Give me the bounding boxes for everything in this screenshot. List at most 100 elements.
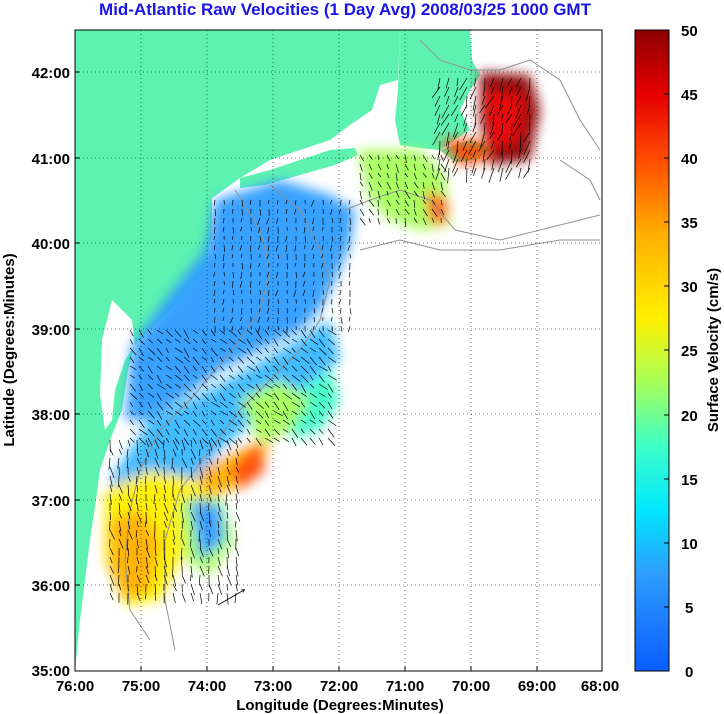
velocity-arrow — [482, 149, 486, 163]
velocity-arrow — [181, 538, 185, 546]
velocity-arrow — [291, 383, 298, 391]
velocity-arrow — [255, 401, 264, 409]
velocity-arrow — [300, 437, 308, 446]
velocity-arrow — [386, 190, 389, 196]
velocity-arrow — [109, 475, 113, 487]
velocity-arrow — [267, 244, 270, 252]
velocity-arrow — [217, 448, 222, 456]
velocity-arrow — [174, 347, 183, 353]
velocity-arrow — [440, 208, 445, 216]
velocity-arrow — [286, 280, 289, 286]
velocity-arrow — [138, 329, 144, 338]
velocity-arrow — [174, 401, 183, 408]
lon-tick-label: 76:00 — [56, 678, 94, 695]
velocity-arrow — [431, 199, 436, 205]
velocity-arrow — [208, 475, 212, 484]
velocity-arrow — [436, 113, 441, 125]
velocity-arrow — [359, 181, 364, 187]
velocity-arrow — [240, 271, 243, 280]
velocity-arrow — [147, 410, 155, 419]
velocity-arrow — [228, 437, 236, 445]
velocity-arrow — [302, 289, 306, 297]
velocity-arrow — [109, 511, 112, 521]
velocity-arrow — [174, 356, 184, 364]
velocity-arrow — [434, 95, 441, 107]
velocity-arrow — [445, 95, 450, 105]
velocity-arrow — [300, 392, 307, 397]
velocity-arrow — [250, 307, 252, 314]
velocity-arrow — [481, 95, 486, 105]
velocity-arrow — [377, 172, 382, 178]
colorbar-tick-label: 10 — [681, 536, 698, 553]
velocity-arrow — [459, 86, 468, 101]
velocity-arrow — [190, 556, 193, 564]
velocity-arrow — [154, 502, 157, 511]
velocity-arrow — [413, 172, 417, 180]
velocity-arrow — [190, 547, 195, 559]
velocity-arrow — [447, 167, 450, 184]
velocity-arrow — [174, 338, 181, 343]
velocity-arrow — [192, 437, 197, 444]
velocity-arrow — [226, 592, 229, 605]
velocity-arrow — [190, 439, 193, 447]
velocity-arrow — [145, 466, 148, 475]
velocity-arrow — [509, 131, 513, 141]
lat-tick-label: 35:00 — [32, 663, 70, 680]
velocity-arrow — [136, 520, 139, 528]
velocity-arrow — [118, 520, 122, 532]
y-axis-label: Latitude (Degrees:Minutes) — [1, 253, 18, 446]
velocity-arrow — [213, 226, 216, 234]
velocity-arrow — [413, 163, 416, 171]
velocity-arrow — [468, 140, 477, 155]
velocity-arrow — [216, 592, 219, 605]
velocity-arrow — [230, 316, 234, 324]
velocity-arrow — [217, 475, 222, 487]
velocity-arrow — [190, 493, 193, 501]
velocity-arrow — [327, 329, 337, 336]
velocity-arrow — [147, 356, 154, 361]
velocity-arrow — [295, 271, 297, 279]
velocity-arrow — [318, 428, 324, 435]
velocity-arrow — [282, 374, 290, 382]
colorbar-tick-label: 15 — [681, 472, 698, 489]
velocity-arrow — [422, 181, 425, 189]
velocity-arrow — [340, 307, 342, 314]
velocity-arrow — [147, 347, 156, 356]
velocity-arrow — [154, 439, 160, 449]
lon-tick-label: 72:00 — [320, 678, 358, 695]
velocity-arrow — [156, 419, 162, 426]
velocity-arrow — [222, 298, 225, 306]
velocity-arrow — [368, 154, 373, 160]
grid — [75, 30, 602, 671]
velocity-arrow — [127, 439, 131, 447]
velocity-arrow — [264, 392, 273, 398]
velocity-arrow — [404, 163, 409, 171]
velocity-arrow — [377, 199, 380, 207]
velocity-arrow — [239, 244, 243, 251]
velocity-arrow — [518, 167, 522, 179]
velocity-arrow — [246, 419, 252, 425]
velocity-arrow — [181, 520, 184, 529]
bathymetry-contours — [124, 39, 601, 651]
velocity-arrow — [273, 401, 280, 411]
velocity-arrow — [156, 347, 163, 356]
velocity-arrow — [250, 262, 252, 269]
velocity-arrow — [437, 77, 441, 92]
velocity-arrow — [523, 140, 531, 156]
velocity-arrow — [145, 511, 147, 524]
velocity-arrow — [267, 226, 270, 234]
velocity-arrow — [147, 329, 152, 335]
velocity-arrow — [192, 428, 197, 436]
velocity-arrow — [237, 401, 247, 408]
velocity-arrow — [183, 419, 191, 426]
velocity-arrow — [422, 163, 426, 170]
velocity-arrow — [136, 466, 140, 475]
velocity-arrow — [291, 338, 298, 343]
velocity-arrow — [190, 583, 195, 596]
velocity-arrow — [222, 226, 225, 233]
velocity-arrow — [214, 262, 216, 268]
velocity-arrow — [199, 592, 203, 605]
velocity-arrow — [318, 437, 324, 446]
lat-tick-label: 37:00 — [32, 493, 70, 510]
velocity-arrow — [199, 475, 203, 485]
